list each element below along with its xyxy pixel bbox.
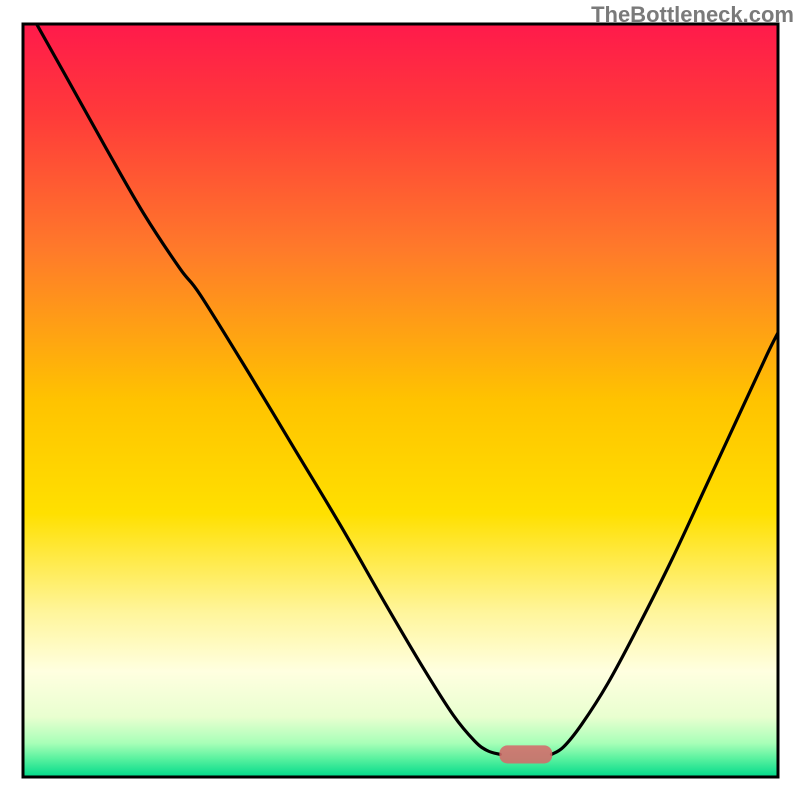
gradient-background bbox=[23, 24, 778, 777]
optimal-marker bbox=[499, 745, 552, 763]
bottleneck-chart bbox=[0, 0, 800, 800]
chart-container: TheBottleneck.com bbox=[0, 0, 800, 800]
